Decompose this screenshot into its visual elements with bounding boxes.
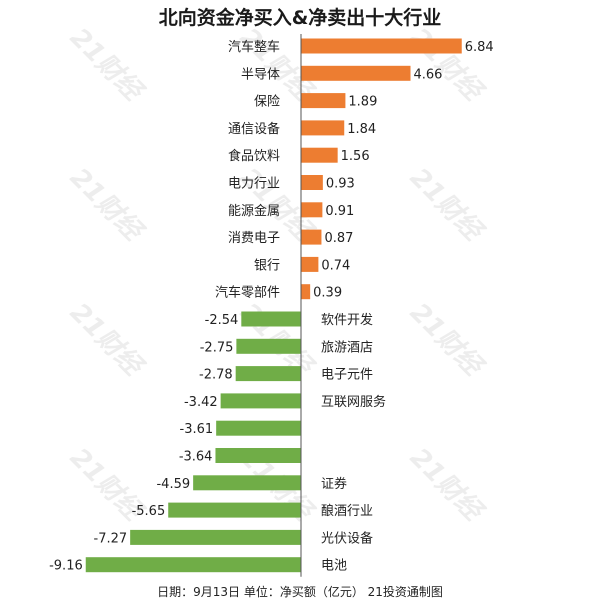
bar-value-label: 0.93 — [326, 177, 355, 192]
category-label: 能源金属 — [228, 203, 280, 219]
category-label: 半导体 — [241, 67, 280, 82]
category-label: 汽车整车 — [228, 39, 280, 55]
bar-value-label: 0.74 — [321, 258, 350, 273]
bar — [301, 38, 462, 54]
bar-value-label: -2.54 — [205, 313, 239, 328]
bar — [235, 366, 301, 382]
bar-value-label: 1.56 — [341, 149, 370, 164]
watermark-text: 21财经 — [404, 23, 490, 109]
bar — [241, 311, 301, 327]
category-label: 电池 — [321, 559, 347, 574]
watermark-text: 21财经 — [64, 23, 150, 109]
bar — [301, 256, 319, 272]
bar-value-label: -3.64 — [179, 450, 213, 465]
watermark-text: 21财经 — [64, 163, 150, 249]
bar — [301, 202, 323, 218]
bar-value-label: -4.59 — [156, 477, 190, 492]
bar — [301, 284, 311, 300]
category-label: 软件开发 — [321, 312, 373, 328]
bar — [301, 120, 345, 136]
bar-value-label: 0.87 — [324, 231, 353, 246]
bar-value-label: -3.61 — [180, 422, 214, 437]
bar — [301, 229, 322, 245]
chart-footer: 日期：9月13日 单位：净买额（亿元） 21投资通制图 — [157, 585, 443, 599]
bar-value-label: -2.75 — [200, 340, 234, 355]
bar-value-label: -3.42 — [184, 395, 218, 410]
bar — [301, 175, 323, 190]
category-label: 食品饮料 — [228, 148, 280, 164]
category-label: 酿酒行业 — [321, 503, 373, 519]
bar-value-label: -2.78 — [199, 368, 233, 383]
bar-value-label: 1.84 — [347, 122, 376, 137]
bar-value-label: 0.91 — [325, 204, 354, 219]
bar — [130, 529, 301, 545]
category-label: 互联网服务 — [321, 394, 386, 410]
watermark-text: 21财经 — [404, 163, 490, 249]
bar — [236, 338, 301, 354]
bar-value-label: -9.16 — [49, 559, 83, 574]
bar-value-label: -5.65 — [132, 504, 166, 519]
category-label: 保险 — [254, 95, 280, 110]
watermark-text: 21财经 — [404, 298, 490, 384]
watermark-text: 21财经 — [404, 443, 490, 529]
bar — [85, 557, 302, 573]
bar-value-label: 1.89 — [348, 95, 377, 110]
bar — [220, 393, 301, 409]
watermark-text: 21财经 — [64, 298, 150, 384]
bar-value-label: -7.27 — [94, 531, 128, 546]
bar-value-label: 4.66 — [414, 67, 443, 82]
bar — [301, 147, 338, 163]
bar — [215, 448, 301, 463]
chart-title: 北向资金净买入&净卖出十大行业 — [158, 7, 442, 29]
category-label: 旅游酒店 — [321, 340, 373, 355]
bar-value-label: 6.84 — [465, 40, 494, 55]
bar — [301, 93, 346, 109]
bar — [216, 420, 301, 436]
category-label: 光伏设备 — [321, 530, 373, 546]
category-label: 证券 — [321, 476, 347, 492]
category-label: 电子元件 — [321, 368, 373, 383]
bar — [193, 475, 301, 491]
category-label: 通信设备 — [228, 121, 280, 137]
category-label: 银行 — [254, 258, 280, 273]
category-label: 电力行业 — [228, 177, 280, 192]
bar — [301, 65, 411, 81]
bar — [168, 502, 301, 518]
category-label: 消费电子 — [228, 231, 280, 246]
category-label: 汽车零部件 — [215, 285, 280, 301]
bar-value-label: 0.39 — [313, 286, 342, 301]
